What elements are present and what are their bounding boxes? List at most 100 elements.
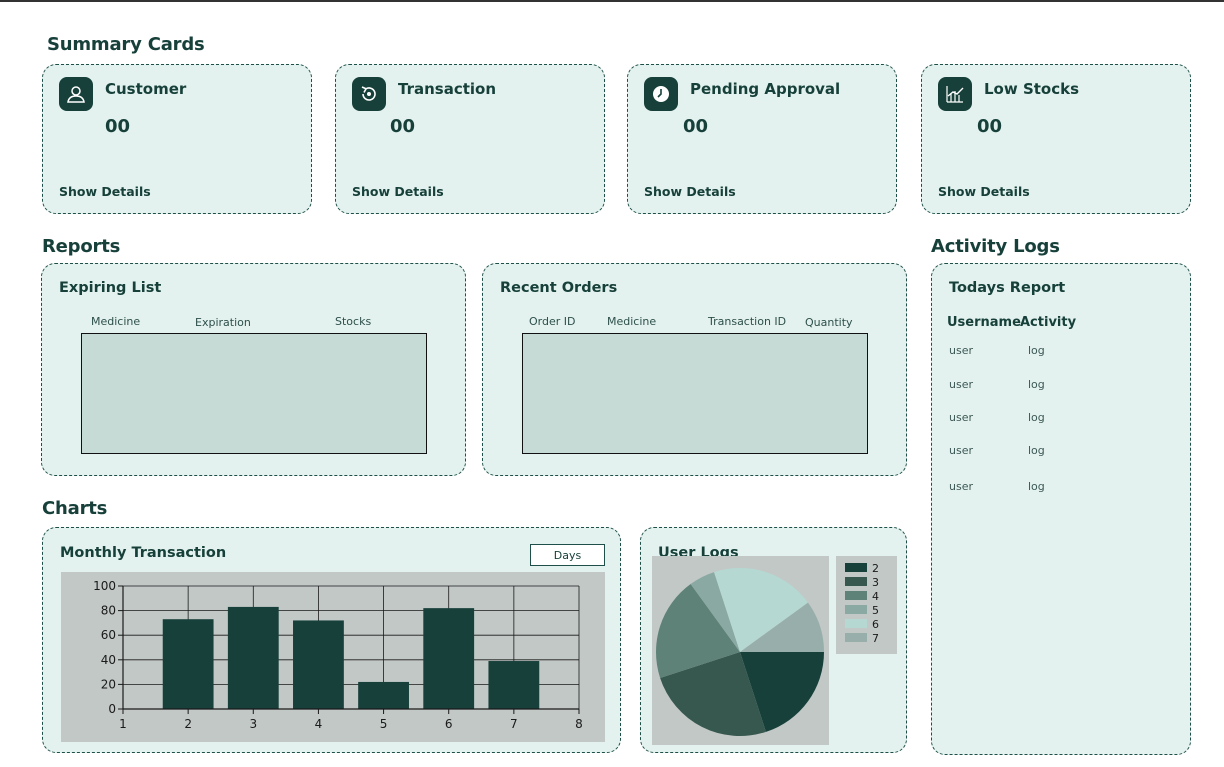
x-tick-label: 8: [575, 717, 583, 731]
chart-trend-icon: [938, 77, 972, 111]
column-header-expiration: Expiration: [195, 316, 251, 329]
bar[interactable]: [423, 608, 475, 709]
y-tick-label: 40: [101, 653, 116, 667]
card-title: Low Stocks: [984, 80, 1080, 98]
card-title: Transaction: [398, 80, 497, 98]
user-logs-pie-chart: [656, 568, 824, 736]
recent-orders-table[interactable]: [522, 333, 868, 454]
y-tick-label: 80: [101, 604, 116, 618]
legend-swatch: [845, 577, 867, 586]
pie-slice[interactable]: [740, 602, 824, 652]
legend-swatch: [845, 563, 867, 572]
log-activity: log: [1028, 378, 1045, 391]
recent-orders-title: Recent Orders: [500, 280, 618, 296]
x-tick-label: 7: [510, 717, 518, 731]
pie-slice[interactable]: [690, 572, 740, 652]
user-icon: [59, 77, 93, 111]
x-tick-label: 6: [445, 717, 453, 731]
pending-approval-card: Pending Approval 00 Show Details: [627, 64, 897, 214]
log-username: user: [949, 344, 973, 357]
show-details-link[interactable]: Show Details: [644, 184, 736, 199]
pie-slice[interactable]: [656, 584, 740, 678]
x-tick-label: 4: [315, 717, 323, 731]
card-title: Customer: [105, 80, 187, 98]
x-tick-label: 3: [249, 717, 257, 731]
column-header-medicine: Medicine: [91, 315, 141, 328]
column-header-quantity: Quantity: [805, 316, 853, 329]
expiring-list-panel: Expiring List Medicine Expiration Stocks: [41, 263, 466, 476]
log-username: user: [949, 444, 973, 457]
log-activity: log: [1028, 480, 1045, 493]
legend-label: 5: [872, 604, 879, 617]
log-activity: log: [1028, 344, 1045, 357]
column-header-transaction-id: Transaction ID: [708, 315, 787, 328]
expiring-list-title: Expiring List: [59, 280, 162, 296]
days-filter-button[interactable]: Days: [530, 544, 605, 566]
recent-orders-panel: Recent Orders Order ID Medicine Transact…: [482, 263, 907, 476]
log-username: user: [949, 378, 973, 391]
card-value: 00: [390, 116, 416, 137]
card-value: 00: [105, 116, 131, 137]
bar[interactable]: [227, 606, 279, 709]
legend-label: 7: [872, 632, 879, 645]
legend-label: 6: [872, 618, 879, 631]
monthly-transaction-panel: Monthly Transaction Days 1 2 3 4 5 6 7 8 0 20 40 60…: [42, 527, 621, 753]
legend-swatch: [845, 591, 867, 600]
column-header-order-id: Order ID: [529, 315, 576, 328]
pie-slice[interactable]: [714, 568, 808, 652]
log-username: user: [949, 480, 973, 493]
legend-swatch: [845, 605, 867, 614]
legend-label: 2: [872, 562, 879, 575]
log-activity: log: [1028, 411, 1045, 424]
x-tick-label: 1: [119, 717, 127, 731]
column-header-stocks: Stocks: [335, 315, 372, 328]
reports-heading: Reports: [42, 236, 121, 257]
todays-report-title: Todays Report: [949, 280, 1066, 296]
todays-report-panel: Todays Report Username Activity user log…: [931, 263, 1191, 755]
legend-swatch: [845, 619, 867, 628]
low-stocks-card: Low Stocks 00 Show Details: [921, 64, 1191, 214]
y-tick-label: 60: [101, 628, 116, 642]
pie-slice[interactable]: [740, 652, 824, 732]
pie-chart-area: [652, 556, 829, 745]
card-title: Pending Approval: [690, 80, 841, 98]
bar[interactable]: [358, 681, 409, 709]
activity-logs-heading: Activity Logs: [931, 236, 1060, 257]
y-tick-label: 100: [93, 579, 116, 593]
legend-label: 4: [872, 590, 879, 603]
show-details-link[interactable]: Show Details: [352, 184, 444, 199]
column-header-medicine: Medicine: [607, 315, 657, 328]
log-activity: log: [1028, 444, 1045, 457]
monthly-transaction-title: Monthly Transaction: [60, 545, 227, 561]
bar-chart-area: 1 2 3 4 5 6 7 8 0 20 40 60 80 100: [61, 572, 605, 742]
legend-label: 3: [872, 576, 879, 589]
card-value: 00: [683, 116, 709, 137]
show-details-link[interactable]: Show Details: [59, 184, 151, 199]
y-tick-label: 0: [108, 702, 116, 716]
show-details-link[interactable]: Show Details: [938, 184, 1030, 199]
x-tick-label: 5: [380, 717, 388, 731]
summary-cards-heading: Summary Cards: [47, 34, 205, 55]
clock-icon: [644, 77, 678, 111]
bar[interactable]: [293, 620, 344, 709]
bar[interactable]: [162, 619, 214, 709]
y-tick-label: 20: [101, 677, 116, 691]
pie-slice[interactable]: [660, 652, 766, 736]
legend-swatch: [845, 633, 867, 642]
customer-card: Customer 00 Show Details: [42, 64, 312, 214]
username-header: Username: [947, 315, 1021, 330]
refresh-icon: [352, 77, 386, 111]
expiring-list-table[interactable]: [81, 333, 427, 454]
window-top-border: [0, 0, 1224, 2]
log-username: user: [949, 411, 973, 424]
activity-header: Activity: [1020, 315, 1077, 330]
transaction-card: Transaction 00 Show Details: [335, 64, 605, 214]
card-value: 00: [977, 116, 1003, 137]
bar[interactable]: [488, 661, 540, 709]
x-tick-label: 2: [184, 717, 192, 731]
charts-heading: Charts: [42, 498, 108, 519]
